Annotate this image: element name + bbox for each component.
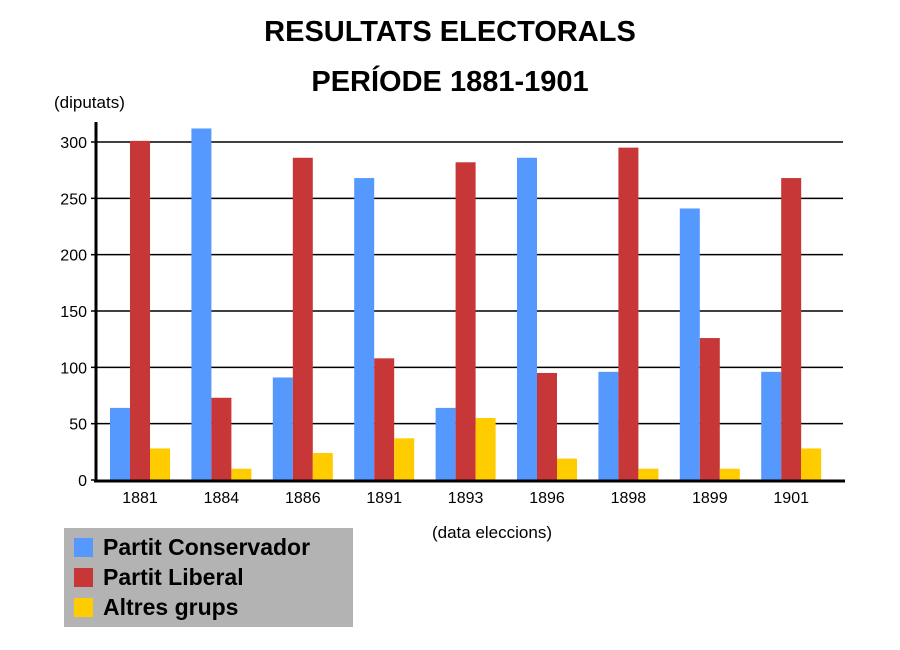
- bar-altres-grups-1896: [557, 458, 577, 480]
- legend-swatch-conservador: [74, 537, 93, 557]
- legend-label-altres: Altres grups: [103, 593, 239, 620]
- bar-partit-conservador-1881: [110, 407, 130, 480]
- x-tick-label: 1893: [448, 490, 484, 507]
- bar-partit-liberal-1901: [781, 178, 802, 480]
- bar-partit-conservador-1884: [191, 128, 212, 481]
- x-tick-label: 1881: [122, 490, 158, 507]
- x-tick-label: 1884: [204, 490, 240, 507]
- x-tick-label: 1901: [773, 490, 809, 507]
- legend-item-liberal: Partit Liberal: [74, 564, 244, 590]
- y-tick-label: 200: [60, 248, 87, 265]
- y-tick-label: 0: [78, 473, 87, 490]
- legend-label-liberal: Partit Liberal: [103, 563, 244, 590]
- bar-partit-liberal-1899: [699, 338, 720, 480]
- bar-altres-grups-1891: [394, 438, 415, 480]
- bar-altres-grups-1899: [719, 468, 740, 480]
- x-tick-label: 1899: [692, 490, 728, 507]
- legend-label-conservador: Partit Conservador: [103, 533, 311, 560]
- bar-partit-conservador-1898: [598, 371, 619, 480]
- y-tick-label: 300: [60, 135, 87, 152]
- bar-partit-liberal-1886: [292, 157, 313, 481]
- bar-altres-grups-1901: [801, 448, 822, 480]
- bar-partit-conservador-1886: [272, 377, 293, 480]
- legend-swatch-liberal: [74, 567, 93, 587]
- bar-altres-grups-1881: [150, 448, 170, 480]
- x-tick-label: 1886: [285, 490, 321, 507]
- bar-partit-liberal-1893: [455, 162, 476, 480]
- y-tick-label: 50: [69, 417, 87, 434]
- bar-partit-conservador-1893: [435, 407, 456, 480]
- bar-altres-grups-1884: [231, 468, 252, 480]
- y-tick-label: 100: [60, 360, 87, 377]
- legend: Partit Conservador Partit Liberal Altres…: [64, 528, 353, 627]
- y-axis-label: (diputats): [54, 93, 125, 112]
- bar-partit-conservador-1901: [761, 371, 782, 480]
- legend-item-conservador: Partit Conservador: [74, 534, 310, 560]
- y-tick-label: 250: [60, 191, 87, 208]
- legend-swatch-altres: [74, 597, 93, 617]
- x-tick-label: 1891: [366, 490, 402, 507]
- bar-partit-conservador-1899: [679, 208, 700, 480]
- bar-partit-liberal-1891: [374, 358, 395, 480]
- bar-partit-conservador-1896: [517, 157, 537, 481]
- bar-partit-liberal-1881: [130, 140, 150, 480]
- chart-subtitle: PERÍODE 1881-1901: [311, 66, 589, 98]
- chart-title: RESULTATS ELECTORALS: [264, 16, 636, 48]
- legend-item-altres: Altres grups: [74, 594, 238, 620]
- x-tick-label: 1898: [611, 490, 647, 507]
- bar-altres-grups-1886: [312, 452, 333, 480]
- x-tick-label: 1896: [529, 490, 565, 507]
- bar-partit-liberal-1896: [537, 372, 557, 480]
- bar-partit-liberal-1898: [618, 147, 639, 480]
- x-axis-label: (data eleccions): [432, 523, 552, 542]
- bar-altres-grups-1898: [638, 468, 659, 480]
- bar-partit-liberal-1884: [211, 397, 232, 480]
- y-tick-label: 150: [60, 304, 87, 321]
- bar-altres-grups-1893: [475, 418, 496, 480]
- bar-partit-conservador-1891: [354, 178, 375, 480]
